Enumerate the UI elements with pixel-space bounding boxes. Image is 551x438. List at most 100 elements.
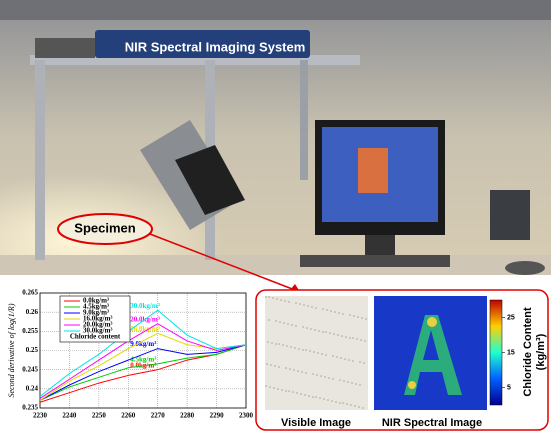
texture-speck (310, 328, 312, 330)
texture-speck (280, 299, 282, 301)
texture-speck (330, 310, 332, 312)
texture-speck (299, 303, 301, 305)
texture-speck (332, 378, 334, 380)
legend-label: 20.0kg/m³ (83, 321, 113, 329)
series-annotation: 30.0kg/m³ (130, 302, 160, 310)
monitor-stand (365, 235, 395, 255)
texture-speck (357, 316, 359, 318)
texture-speck (276, 298, 278, 300)
texture-speck (265, 385, 267, 387)
texture-speck (348, 359, 350, 361)
texture-speck (285, 367, 287, 369)
texture-speck (308, 395, 310, 397)
colorbar-tick-label: 15 (507, 349, 515, 356)
series-annotation: 0.0kg/m³ (130, 361, 156, 369)
texture-speck (298, 348, 300, 350)
legend-label: 16.0kg/m³ (83, 315, 113, 323)
texture-speck (359, 361, 361, 363)
x-tick-label: 2300 (239, 412, 254, 420)
texture-speck (331, 400, 333, 402)
texture-speck (281, 389, 283, 391)
texture-speck (333, 333, 335, 335)
nir-letter (404, 315, 462, 395)
x-tick-label: 2280 (180, 412, 195, 420)
texture-speck (356, 338, 358, 340)
x-tick-label: 2240 (62, 412, 77, 420)
series-line (39, 309, 247, 397)
texture-speck (312, 396, 314, 398)
texture-speck (350, 404, 352, 406)
texture-speck (335, 401, 337, 403)
texture-speck (345, 336, 347, 338)
texture-speck (359, 384, 361, 386)
texture-speck (286, 345, 288, 347)
texture-speck (311, 306, 313, 308)
visible-image (265, 296, 368, 410)
texture-speck (325, 354, 327, 356)
texture-speck (314, 329, 316, 331)
texture-speck (354, 405, 356, 407)
legend-label: 30.0kg/m³ (83, 327, 113, 335)
texture-speck (301, 371, 303, 373)
legend-label: 0.0kg/m³ (83, 297, 109, 305)
table (0, 255, 551, 275)
texture-speck (321, 353, 323, 355)
texture-speck (268, 296, 270, 298)
texture-speck (312, 373, 314, 375)
texture-speck (351, 382, 353, 384)
texture-speck (341, 335, 343, 337)
chart: 0.235 0.24 0.245 0.25 0.255 0.26 0.265 2230 2240… (0, 283, 254, 433)
texture-speck (329, 332, 331, 334)
texture-speck (328, 377, 330, 379)
colorbar-tick-label: 5 (507, 384, 511, 391)
x-tick-label: 2290 (210, 412, 225, 420)
colorbar (489, 299, 503, 406)
texture-speck (287, 323, 289, 325)
texture-speck (300, 393, 302, 395)
texture-speck (274, 365, 276, 367)
texture-speck (270, 364, 272, 366)
texture-speck (302, 349, 304, 351)
x-tick-label: 2230 (33, 412, 48, 420)
texture-speck (285, 390, 287, 392)
texture-speck (277, 388, 279, 390)
texture-speck (342, 402, 344, 404)
y-tick-label: 0.25 (26, 346, 39, 354)
y-tick-label: 0.255 (22, 327, 38, 335)
texture-speck (332, 355, 334, 357)
texture-speck (275, 320, 277, 322)
nir-letter-hole (423, 330, 439, 360)
screen-image (358, 148, 388, 193)
texture-speck (338, 312, 340, 314)
texture-speck (266, 363, 268, 365)
nir-label: NIR Spectral Image (382, 417, 482, 429)
image-panel: Visible Image NIR Spectral Image Chlorid… (255, 289, 549, 431)
texture-speck (342, 313, 344, 315)
series-line (39, 344, 247, 401)
texture-speck (344, 358, 346, 360)
texture-speck (267, 341, 269, 343)
texture-speck (292, 391, 294, 393)
ceiling (0, 0, 551, 20)
texture-speck (318, 330, 320, 332)
texture-speck (349, 314, 351, 316)
texture-speck (265, 296, 267, 298)
texture-speck (293, 369, 295, 371)
texture-speck (339, 402, 341, 404)
texture-speck (288, 390, 290, 392)
texture-speck (327, 399, 329, 401)
callout-line (149, 233, 301, 293)
series-annotation: 4.5kg/m³ (130, 356, 156, 364)
texture-speck (313, 351, 315, 353)
texture-speck (271, 342, 273, 344)
texture-speck (297, 370, 299, 372)
texture-speck (355, 383, 357, 385)
texture-speck (326, 309, 328, 311)
texture-speck (334, 311, 336, 313)
texture-speck (306, 327, 308, 329)
y-tick-label: 0.235 (22, 404, 38, 412)
specimen-label: Specimen (74, 220, 135, 235)
texture-speck (278, 366, 280, 368)
texture-speck (343, 380, 345, 382)
